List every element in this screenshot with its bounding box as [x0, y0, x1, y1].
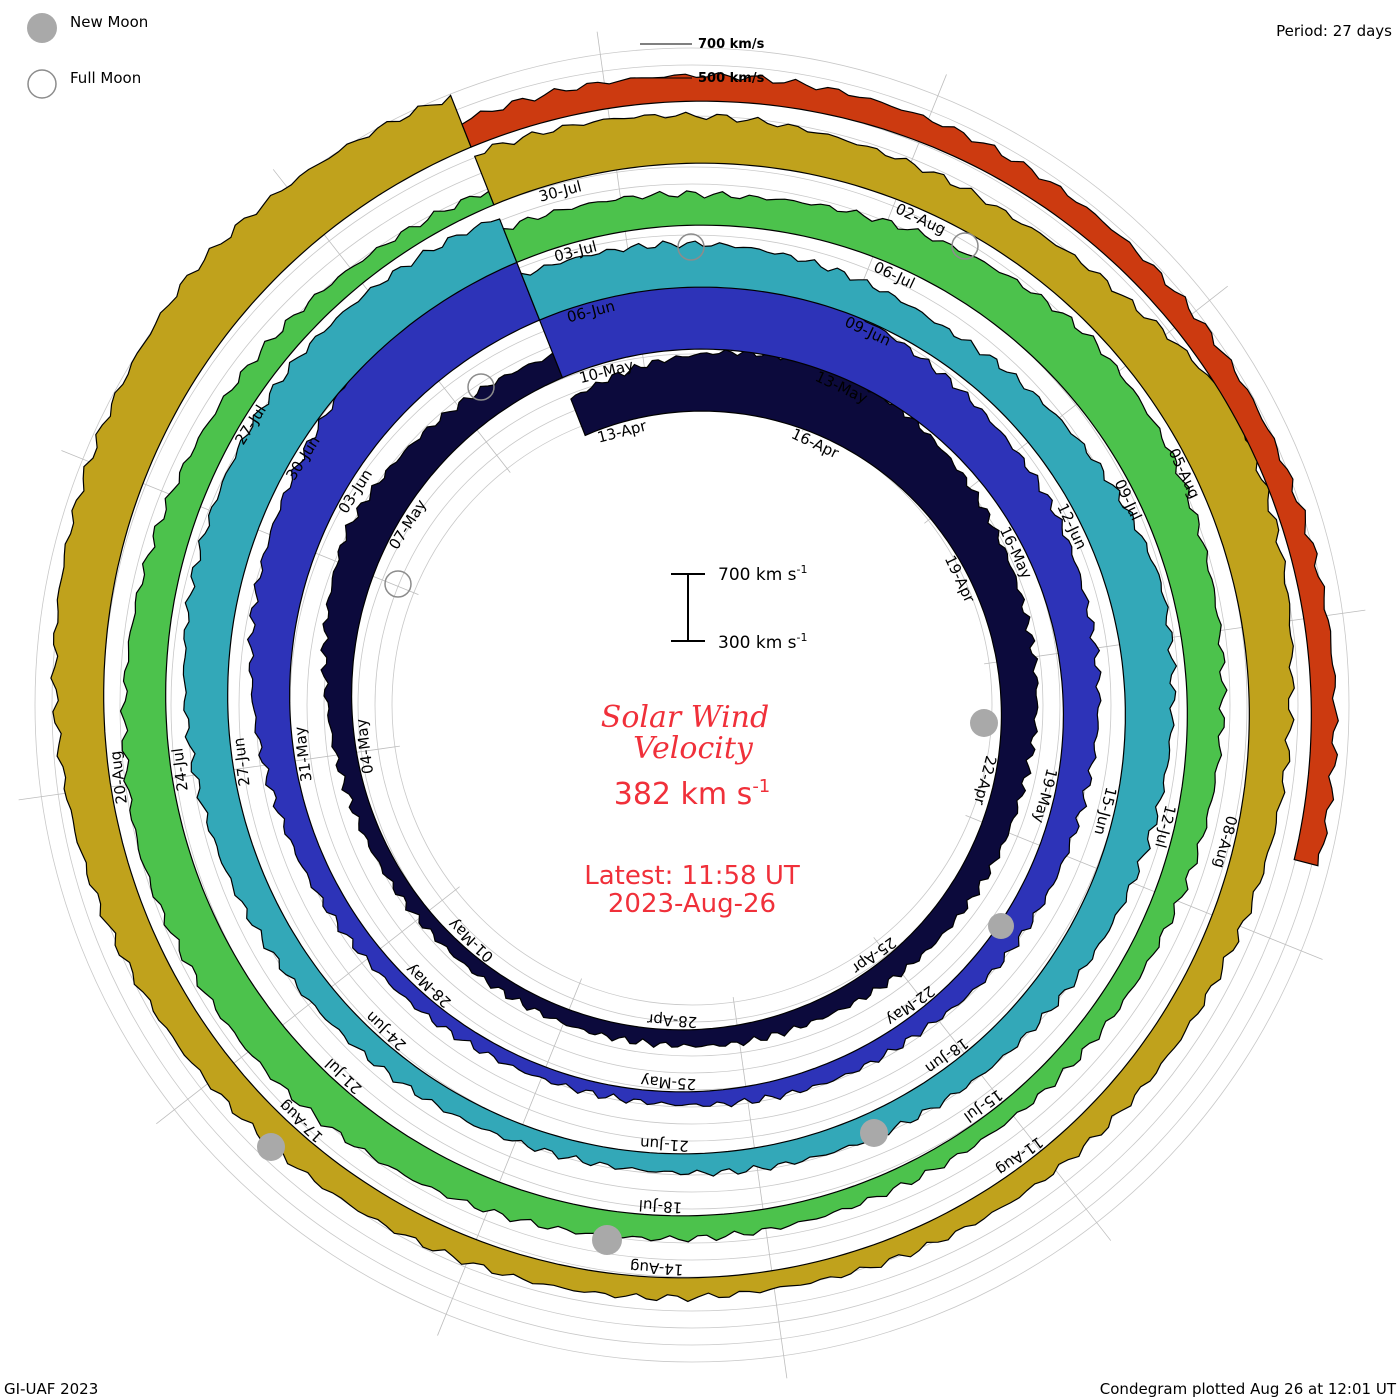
date-label: 28-Apr	[646, 1010, 698, 1031]
date-label: 14-Aug	[629, 1258, 683, 1279]
new-moon-icon	[592, 1225, 622, 1255]
grid-spoke	[156, 886, 460, 1125]
velocity-ring-5	[461, 72, 1339, 867]
grid-spoke	[965, 815, 1323, 960]
full-moon-icon	[384, 570, 412, 598]
velocity-rings	[50, 72, 1339, 1303]
new-moon-icon	[970, 709, 998, 737]
new-moon-icon	[860, 1119, 888, 1147]
grid-spoke	[732, 997, 788, 1379]
velocity-ring-0	[320, 349, 1039, 1049]
new-moon-icon	[27, 13, 57, 43]
ring-scale-500: 500 km/s	[698, 71, 765, 86]
grid-spoke	[437, 978, 582, 1336]
full-moon-label: Full Moon	[70, 69, 141, 87]
grid-spoke	[873, 937, 1112, 1241]
ring-scale-700: 700 km/s	[698, 37, 765, 52]
period-label: Period: 27 days	[1276, 22, 1392, 40]
scale-top-label: 700 km s-1	[718, 563, 808, 585]
date-label: 25-May	[640, 1072, 697, 1093]
full-moon-icon	[677, 233, 705, 261]
scale-bottom-label: 300 km s-1	[718, 631, 808, 653]
date-label: 24-Jul	[168, 747, 191, 792]
full-moon-icon	[27, 69, 57, 99]
date-label: 18-Jul	[638, 1196, 682, 1217]
current-velocity: 382 km s-1	[614, 776, 771, 812]
new-moon-label: New Moon	[70, 13, 148, 31]
new-moon-icon	[988, 913, 1014, 939]
footer-credit: GI-UAF 2023	[4, 1380, 99, 1398]
new-moon-icon	[257, 1133, 285, 1161]
latest-date: 2023-Aug-26	[608, 889, 776, 919]
date-label: 27-Jun	[230, 737, 254, 788]
chart-title-line2: Velocity	[633, 731, 754, 766]
chart-title-line1: Solar Wind	[601, 700, 769, 735]
full-moon-icon	[951, 232, 979, 260]
grid-circle	[34, 47, 1350, 1363]
grid-spoke	[984, 609, 1366, 665]
footer-plotted: Condegram plotted Aug 26 at 12:01 UT	[1099, 1380, 1396, 1398]
full-moon-icon	[467, 373, 495, 401]
latest-time: Latest: 11:58 UT	[584, 861, 800, 891]
date-label: 21-Jun	[639, 1134, 689, 1155]
